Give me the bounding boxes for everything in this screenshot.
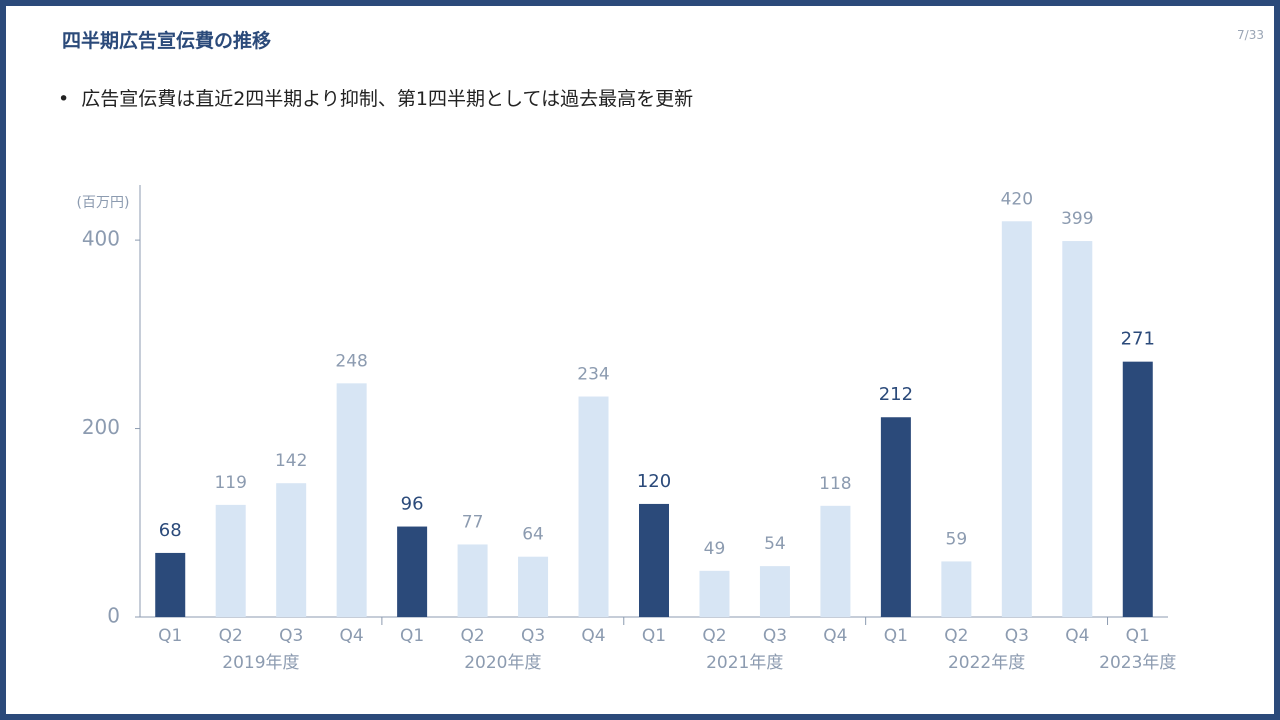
bar xyxy=(759,566,790,617)
x-tick-label: Q4 xyxy=(823,626,847,646)
value-label: 142 xyxy=(275,451,307,471)
value-label: 77 xyxy=(462,512,484,532)
value-label: 49 xyxy=(704,539,726,559)
bar xyxy=(1001,221,1032,617)
x-tick-label: Q3 xyxy=(763,626,787,646)
bar xyxy=(397,526,428,617)
value-label: 420 xyxy=(1001,189,1033,209)
bar xyxy=(578,396,609,617)
group-label: 2019年度 xyxy=(222,653,299,673)
value-label: 68 xyxy=(159,520,182,541)
value-label: 248 xyxy=(335,351,367,371)
x-tick-label: Q4 xyxy=(340,626,364,646)
bar xyxy=(941,561,972,617)
bar xyxy=(215,504,246,617)
x-tick-label: Q1 xyxy=(158,626,182,646)
bar xyxy=(518,556,549,617)
bar xyxy=(699,570,730,617)
value-label: 234 xyxy=(577,365,609,385)
bar xyxy=(820,505,851,617)
x-tick-label: Q2 xyxy=(944,626,968,646)
value-label: 119 xyxy=(214,473,246,493)
slide-title: 四半期広告宣伝費の推移 xyxy=(62,30,272,52)
value-label: 54 xyxy=(764,534,786,554)
group-label: 2021年度 xyxy=(706,653,783,673)
bar xyxy=(457,544,488,617)
value-label: 59 xyxy=(946,529,968,549)
bar xyxy=(155,552,186,617)
page-number: 7/33 xyxy=(1237,28,1264,42)
x-tick-label: Q1 xyxy=(400,626,424,646)
unit-label: (百万円) xyxy=(77,195,130,211)
bar xyxy=(1062,241,1093,617)
value-label: 118 xyxy=(819,474,851,494)
x-tick-label: Q2 xyxy=(460,626,484,646)
value-label: 212 xyxy=(879,384,913,405)
y-tick-label: 0 xyxy=(107,604,120,628)
bullet-text: 広告宣伝費は直近2四半期より抑制、第1四半期としては過去最高を更新 xyxy=(58,84,693,111)
value-label: 64 xyxy=(522,525,544,545)
x-tick-label: Q3 xyxy=(521,626,545,646)
y-tick-label: 200 xyxy=(82,415,120,439)
bar xyxy=(639,503,669,617)
x-tick-label: Q4 xyxy=(581,626,605,646)
x-tick-label: Q3 xyxy=(1005,626,1029,646)
value-label: 96 xyxy=(401,494,424,515)
group-label: 2022年度 xyxy=(948,653,1025,673)
x-tick-label: Q3 xyxy=(279,626,303,646)
value-label: 399 xyxy=(1061,209,1093,229)
value-label: 271 xyxy=(1121,329,1155,350)
value-label: 120 xyxy=(637,471,671,492)
y-tick-label: 400 xyxy=(82,227,120,251)
x-tick-label: Q4 xyxy=(1065,626,1089,646)
x-tick-label: Q1 xyxy=(642,626,666,646)
bar xyxy=(276,483,307,617)
bar xyxy=(880,417,911,617)
group-label: 2020年度 xyxy=(464,653,541,673)
bar xyxy=(336,383,367,617)
x-tick-label: Q1 xyxy=(1126,626,1150,646)
x-tick-label: Q2 xyxy=(702,626,726,646)
x-tick-label: Q2 xyxy=(219,626,243,646)
bar xyxy=(1122,361,1153,617)
x-tick-label: Q1 xyxy=(884,626,908,646)
group-label: 2023年度 xyxy=(1099,653,1176,673)
